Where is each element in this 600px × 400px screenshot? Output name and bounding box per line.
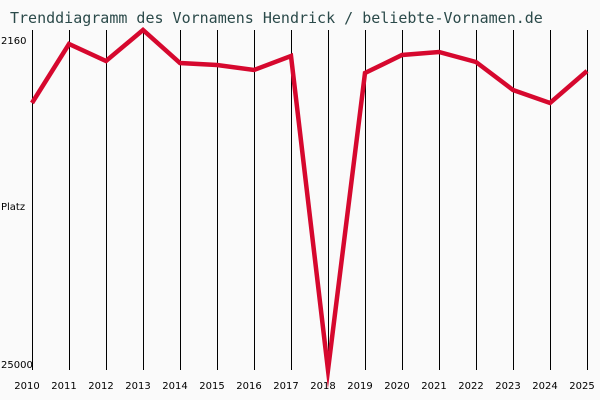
x-axis-tick-label: 2015	[199, 381, 225, 392]
series-line-hendrick	[30, 27, 589, 389]
x-axis-tick-label: 2013	[125, 381, 151, 392]
x-axis-tick-label: 2016	[236, 381, 262, 392]
y-axis-top-label: 2160	[1, 36, 27, 47]
x-axis-tick-label: 2023	[495, 381, 521, 392]
x-axis-tick-label: 2011	[51, 381, 77, 392]
x-axis-tick-label: 2017	[273, 381, 299, 392]
y-axis-title: Platz	[1, 202, 26, 213]
x-axis-tick-label: 2024	[532, 381, 558, 392]
y-axis-bottom-label: 25000	[1, 360, 33, 371]
x-axis-tick-label: 2025	[569, 381, 595, 392]
x-axis-tick-label: 2014	[162, 381, 188, 392]
x-axis-tick-label: 2020	[384, 381, 410, 392]
x-axis-tick-label: 2012	[88, 381, 114, 392]
x-axis-tick-label: 2010	[14, 381, 40, 392]
x-axis-tick-label: 2018	[310, 381, 336, 392]
x-axis-tick-label: 2022	[458, 381, 484, 392]
chart-title: Trenddiagramm des Vornamens Hendrick / b…	[10, 9, 543, 27]
x-axis-tick-label: 2021	[421, 381, 447, 392]
x-axis-tick-label: 2019	[347, 381, 373, 392]
